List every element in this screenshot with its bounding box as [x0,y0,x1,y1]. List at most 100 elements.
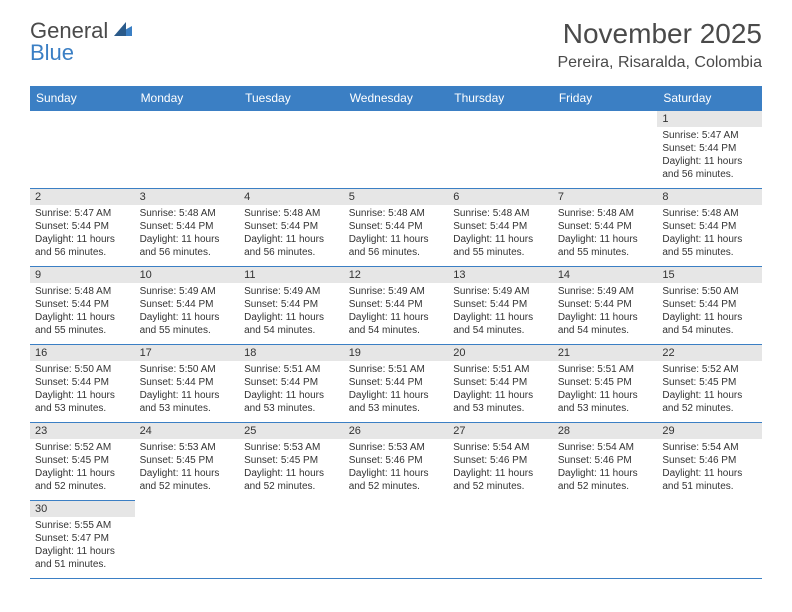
calendar-cell: 6Sunrise: 5:48 AMSunset: 5:44 PMDaylight… [448,189,553,267]
calendar-cell: 14Sunrise: 5:49 AMSunset: 5:44 PMDayligh… [553,267,658,345]
calendar-cell [657,501,762,579]
day-info: Sunrise: 5:47 AMSunset: 5:44 PMDaylight:… [30,205,135,263]
day-number: 6 [448,189,553,205]
calendar-cell: 9Sunrise: 5:48 AMSunset: 5:44 PMDaylight… [30,267,135,345]
day-info: Sunrise: 5:51 AMSunset: 5:44 PMDaylight:… [239,361,344,419]
sunset-line: Sunset: 5:44 PM [349,298,444,311]
calendar-cell [553,501,658,579]
day-number: 27 [448,423,553,439]
sunrise-line: Sunrise: 5:48 AM [453,207,548,220]
weekday-header-row: Sunday Monday Tuesday Wednesday Thursday… [30,86,762,111]
weekday-header: Tuesday [239,86,344,111]
calendar-cell [553,111,658,189]
day-info: Sunrise: 5:48 AMSunset: 5:44 PMDaylight:… [657,205,762,263]
sunset-line: Sunset: 5:45 PM [35,454,130,467]
sunset-line: Sunset: 5:44 PM [662,298,757,311]
calendar-cell: 16Sunrise: 5:50 AMSunset: 5:44 PMDayligh… [30,345,135,423]
day-info: Sunrise: 5:52 AMSunset: 5:45 PMDaylight:… [30,439,135,497]
sunrise-line: Sunrise: 5:49 AM [349,285,444,298]
daylight-line: Daylight: 11 hours and 54 minutes. [662,311,757,337]
sunrise-line: Sunrise: 5:53 AM [140,441,235,454]
location: Pereira, Risaralda, Colombia [557,54,762,72]
calendar-cell: 12Sunrise: 5:49 AMSunset: 5:44 PMDayligh… [344,267,449,345]
sunset-line: Sunset: 5:44 PM [140,376,235,389]
day-number: 3 [135,189,240,205]
daylight-line: Daylight: 11 hours and 54 minutes. [244,311,339,337]
daylight-line: Daylight: 11 hours and 56 minutes. [244,233,339,259]
daylight-line: Daylight: 11 hours and 52 minutes. [349,467,444,493]
calendar-row: 9Sunrise: 5:48 AMSunset: 5:44 PMDaylight… [30,267,762,345]
sunrise-line: Sunrise: 5:51 AM [558,363,653,376]
calendar-cell: 24Sunrise: 5:53 AMSunset: 5:45 PMDayligh… [135,423,240,501]
sunrise-line: Sunrise: 5:48 AM [140,207,235,220]
daylight-line: Daylight: 11 hours and 55 minutes. [35,311,130,337]
daylight-line: Daylight: 11 hours and 52 minutes. [35,467,130,493]
calendar-cell: 22Sunrise: 5:52 AMSunset: 5:45 PMDayligh… [657,345,762,423]
calendar-cell: 10Sunrise: 5:49 AMSunset: 5:44 PMDayligh… [135,267,240,345]
sunrise-line: Sunrise: 5:51 AM [349,363,444,376]
daylight-line: Daylight: 11 hours and 54 minutes. [453,311,548,337]
sunset-line: Sunset: 5:45 PM [662,376,757,389]
calendar-cell: 17Sunrise: 5:50 AMSunset: 5:44 PMDayligh… [135,345,240,423]
calendar-cell: 18Sunrise: 5:51 AMSunset: 5:44 PMDayligh… [239,345,344,423]
calendar-table: Sunday Monday Tuesday Wednesday Thursday… [30,86,762,579]
sunset-line: Sunset: 5:46 PM [349,454,444,467]
calendar-cell: 3Sunrise: 5:48 AMSunset: 5:44 PMDaylight… [135,189,240,267]
daylight-line: Daylight: 11 hours and 52 minutes. [662,389,757,415]
day-number: 19 [344,345,449,361]
day-number: 7 [553,189,658,205]
day-number: 23 [30,423,135,439]
sunset-line: Sunset: 5:44 PM [244,220,339,233]
day-number: 24 [135,423,240,439]
sunset-line: Sunset: 5:44 PM [244,298,339,311]
day-info: Sunrise: 5:55 AMSunset: 5:47 PMDaylight:… [30,517,135,575]
sunrise-line: Sunrise: 5:48 AM [662,207,757,220]
daylight-line: Daylight: 11 hours and 52 minutes. [453,467,548,493]
day-info: Sunrise: 5:51 AMSunset: 5:45 PMDaylight:… [553,361,658,419]
calendar-row: 2Sunrise: 5:47 AMSunset: 5:44 PMDaylight… [30,189,762,267]
day-number: 5 [344,189,449,205]
header: General November 2025 Pereira, Risaralda… [0,0,792,80]
month-title: November 2025 [557,18,762,50]
calendar-cell: 2Sunrise: 5:47 AMSunset: 5:44 PMDaylight… [30,189,135,267]
sunrise-line: Sunrise: 5:54 AM [453,441,548,454]
calendar-row: 23Sunrise: 5:52 AMSunset: 5:45 PMDayligh… [30,423,762,501]
calendar-row: 30Sunrise: 5:55 AMSunset: 5:47 PMDayligh… [30,501,762,579]
calendar-cell: 30Sunrise: 5:55 AMSunset: 5:47 PMDayligh… [30,501,135,579]
sunset-line: Sunset: 5:44 PM [349,220,444,233]
day-number: 4 [239,189,344,205]
sunrise-line: Sunrise: 5:50 AM [35,363,130,376]
day-number: 12 [344,267,449,283]
day-number: 26 [344,423,449,439]
sunset-line: Sunset: 5:44 PM [453,220,548,233]
calendar-cell: 8Sunrise: 5:48 AMSunset: 5:44 PMDaylight… [657,189,762,267]
sunrise-line: Sunrise: 5:49 AM [140,285,235,298]
day-number: 28 [553,423,658,439]
logo-text-blue: Blue [30,40,74,65]
sunrise-line: Sunrise: 5:48 AM [244,207,339,220]
day-info: Sunrise: 5:48 AMSunset: 5:44 PMDaylight:… [448,205,553,263]
sunrise-line: Sunrise: 5:49 AM [453,285,548,298]
sunrise-line: Sunrise: 5:52 AM [35,441,130,454]
calendar-cell: 11Sunrise: 5:49 AMSunset: 5:44 PMDayligh… [239,267,344,345]
calendar-cell: 15Sunrise: 5:50 AMSunset: 5:44 PMDayligh… [657,267,762,345]
sunset-line: Sunset: 5:44 PM [453,298,548,311]
sunrise-line: Sunrise: 5:47 AM [662,129,757,142]
day-number: 30 [30,501,135,517]
calendar-cell [344,111,449,189]
sunrise-line: Sunrise: 5:50 AM [662,285,757,298]
day-info: Sunrise: 5:49 AMSunset: 5:44 PMDaylight:… [135,283,240,341]
daylight-line: Daylight: 11 hours and 54 minutes. [558,311,653,337]
daylight-line: Daylight: 11 hours and 52 minutes. [244,467,339,493]
sunrise-line: Sunrise: 5:48 AM [349,207,444,220]
daylight-line: Daylight: 11 hours and 51 minutes. [662,467,757,493]
calendar-cell [344,501,449,579]
day-info: Sunrise: 5:49 AMSunset: 5:44 PMDaylight:… [239,283,344,341]
sunset-line: Sunset: 5:44 PM [662,220,757,233]
day-number: 20 [448,345,553,361]
daylight-line: Daylight: 11 hours and 55 minutes. [558,233,653,259]
calendar-cell: 25Sunrise: 5:53 AMSunset: 5:45 PMDayligh… [239,423,344,501]
daylight-line: Daylight: 11 hours and 56 minutes. [662,155,757,181]
sunset-line: Sunset: 5:44 PM [140,298,235,311]
sunset-line: Sunset: 5:45 PM [244,454,339,467]
